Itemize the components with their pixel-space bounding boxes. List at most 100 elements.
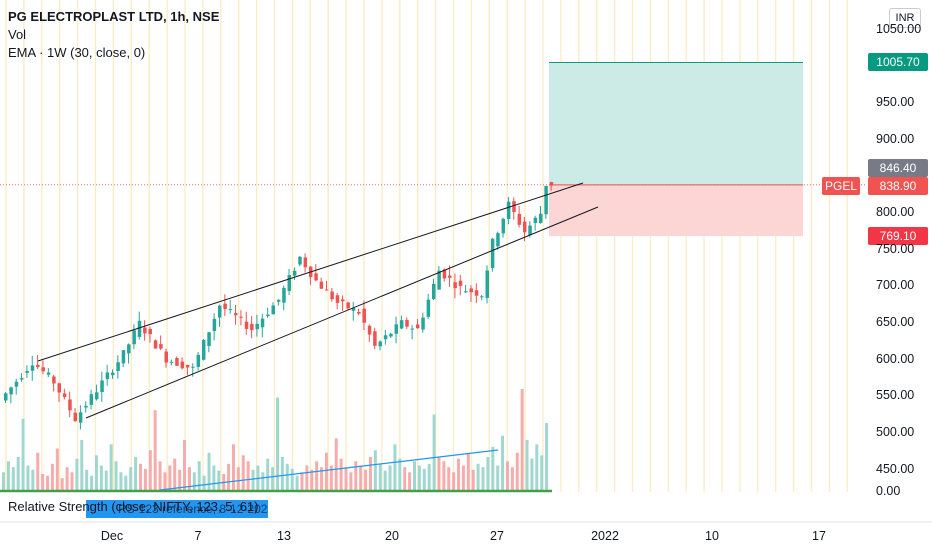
candle-body [143, 327, 147, 334]
volume-bar [427, 463, 431, 491]
candle-body [137, 320, 142, 337]
candle-body [469, 288, 473, 293]
volume-bar [104, 470, 108, 491]
currency-button[interactable]: INR [889, 8, 921, 28]
candle-body [448, 275, 452, 278]
candle-body [127, 344, 131, 354]
volume-bar [324, 452, 328, 491]
stop-price-badge: 769.10 [868, 227, 928, 245]
candle-body [57, 383, 61, 393]
x-tick-label: 2022 [591, 529, 619, 543]
volume-bar [442, 461, 446, 491]
candle-body [399, 320, 404, 329]
candle-body [228, 308, 233, 310]
volume-bar [520, 389, 524, 491]
candle-body [544, 185, 548, 215]
candle-body [164, 351, 168, 363]
candle-body [260, 318, 265, 328]
volume-bar [46, 475, 50, 491]
volume-bar [2, 472, 5, 491]
rs-indicator-label[interactable]: Relative Strength (close, NIFTY, 123, 5,… [8, 499, 259, 514]
volume-bar [178, 469, 182, 491]
candle-body [116, 362, 120, 371]
volume-bar [368, 457, 372, 491]
candle-body [175, 358, 179, 366]
volume-bar [236, 467, 240, 491]
candle-body [506, 201, 511, 219]
candle-body [394, 324, 399, 334]
candle-body [159, 344, 163, 349]
volume-bar [183, 440, 187, 491]
ema-legend[interactable]: EMA · 1W (30, close, 0) [8, 45, 146, 60]
candle-body [415, 324, 420, 329]
volume-bar [305, 465, 309, 491]
candle-body [421, 317, 425, 330]
volume-bar [134, 457, 138, 491]
candle-body [148, 328, 152, 335]
candle-body [9, 387, 13, 395]
candle-body [357, 311, 361, 314]
candle-body [383, 335, 388, 340]
volume-bar [295, 475, 299, 491]
volume-bar [276, 397, 279, 491]
volume-bar [422, 468, 426, 491]
y-tick-label: 450.00 [876, 462, 915, 476]
candle-body [341, 299, 345, 302]
y-tick-label: 600.00 [876, 352, 915, 366]
candle-body [25, 370, 29, 373]
candle-body [276, 299, 281, 302]
candle-body [442, 269, 447, 279]
volume-bar [50, 463, 54, 491]
candle-body [255, 323, 259, 330]
candle-body [207, 332, 211, 347]
candle-body [512, 201, 516, 213]
last-price-badge: 846.40 [868, 159, 928, 177]
volume-bar [231, 444, 235, 491]
candle-body [496, 233, 500, 247]
candle-body [480, 296, 484, 298]
volume-bar [383, 470, 387, 491]
candle-body [528, 225, 532, 236]
volume-bar [496, 465, 500, 491]
volume-bar [31, 469, 35, 491]
volume-bar [227, 463, 231, 491]
volume-bar [447, 467, 451, 491]
chart-title: PG ELECTROPLAST LTD, 1h, NSE [8, 9, 220, 24]
candle-body [303, 257, 308, 268]
candle-body [533, 217, 538, 224]
volume-bar [535, 444, 539, 491]
candle-body [105, 372, 110, 380]
candle-body [351, 307, 356, 311]
volume-bar [261, 472, 265, 491]
volume-bar [85, 469, 89, 491]
candle-body [539, 213, 543, 223]
volume-bar [545, 423, 549, 491]
candle-body [46, 372, 51, 375]
rs-reference-chip[interactable]: RS-123 reference, 8-12-2021 [86, 500, 268, 518]
volume-bar [251, 469, 255, 491]
volume-bar [437, 457, 441, 491]
volume-bar [349, 472, 353, 491]
candle-body [68, 399, 72, 411]
volume-bar [505, 461, 509, 491]
candle-body [314, 273, 318, 281]
candle-body [201, 339, 206, 360]
volume-bar [354, 461, 358, 491]
y-tick-label: 550.00 [876, 388, 915, 402]
volume-bar [65, 467, 69, 491]
volume-bar [315, 461, 319, 491]
volume-bar [398, 458, 402, 491]
target-zone [549, 62, 803, 185]
ticker-badge: PGEL [822, 177, 860, 195]
candle-body [453, 282, 457, 289]
candle-body [517, 213, 522, 225]
volume-legend[interactable]: Vol [8, 27, 27, 42]
candle-body [4, 393, 8, 401]
volume-bar [246, 461, 250, 491]
candle-body [378, 341, 382, 347]
volume-bar [114, 461, 118, 491]
volume-bar [192, 472, 196, 491]
volume-bar [471, 469, 475, 491]
volume-bar [525, 440, 529, 491]
